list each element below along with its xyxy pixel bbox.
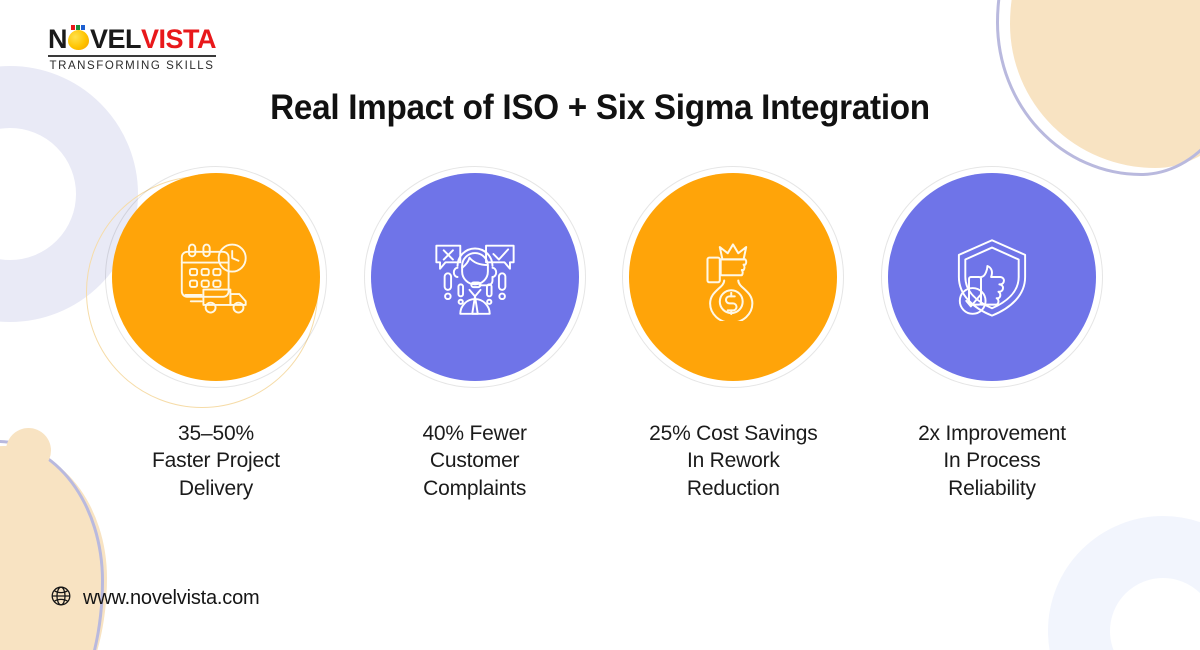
- stat-icon-circle-wrap: [622, 166, 845, 388]
- brand-logo-wordmark: N VEL VISTA: [48, 24, 217, 54]
- stat-card-faster-delivery: 35–50% Faster Project Delivery: [96, 166, 336, 502]
- stat-card-cost-savings: 25% Cost Savings In Rework Reduction: [613, 166, 853, 502]
- brand-logo-text-n: N: [48, 24, 68, 54]
- decorative-dot-peach: [6, 428, 51, 473]
- brand-logo-text-vista: VISTA: [140, 24, 217, 54]
- stat-icon-circle-wrap: [880, 166, 1103, 388]
- globe-icon: [50, 585, 72, 612]
- stat-card-fewer-complaints: 40% Fewer Customer Complaints: [355, 166, 595, 502]
- brand-logo: N VEL VISTA TRANSFORMING SKILLS: [48, 24, 217, 72]
- decorative-blob-bottom-left-outline: [0, 440, 104, 650]
- brand-logo-divider: [48, 55, 216, 57]
- stat-icon-circle-outline: [363, 166, 586, 388]
- stat-icon-circle-wrap: [363, 166, 586, 388]
- brand-logo-color-chips-icon: [71, 25, 85, 30]
- stat-card-process-reliability: 2x Improvement In Process Reliability: [872, 166, 1112, 502]
- decorative-blob-top-right: [1010, 0, 1200, 168]
- stat-card-caption: 35–50% Faster Project Delivery: [152, 422, 280, 500]
- brand-logo-ball-icon: [68, 25, 89, 50]
- stat-card-caption: 25% Cost Savings In Rework Reduction: [649, 422, 818, 500]
- stat-icon-circle-outline: [880, 166, 1103, 388]
- stat-icon-circle-outline: [622, 166, 845, 388]
- page-title: Real Impact of ISO + Six Sigma Integrati…: [270, 88, 930, 127]
- stat-icon-circle-wrap: [105, 166, 327, 388]
- decorative-ring-bottom-right: [1048, 516, 1200, 650]
- footer-url[interactable]: www.novelvista.com: [83, 587, 260, 609]
- stat-card-caption: 2x Improvement In Process Reliability: [918, 422, 1066, 500]
- footer: www.novelvista.com: [50, 585, 260, 612]
- decorative-blob-bottom-left: [0, 446, 107, 650]
- stats-card-row: 35–50% Faster Project Delivery: [96, 166, 1112, 502]
- stat-card-caption: 40% Fewer Customer Complaints: [422, 422, 527, 500]
- brand-logo-text-vel: VEL: [89, 24, 142, 54]
- brand-tagline: TRANSFORMING SKILLS: [49, 59, 215, 72]
- stat-icon-circle-outline: [105, 166, 327, 388]
